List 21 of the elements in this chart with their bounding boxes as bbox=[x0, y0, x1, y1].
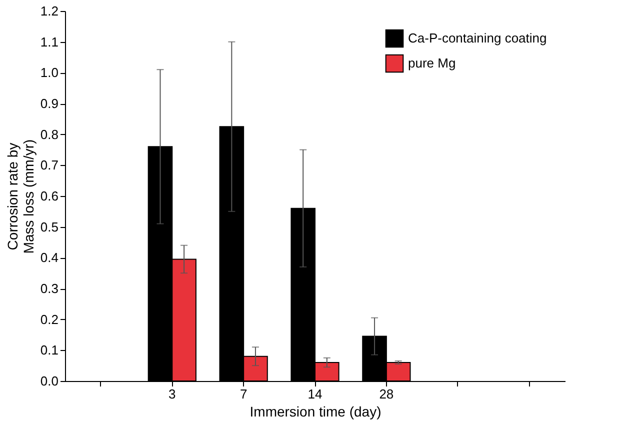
x-tick-label: 3 bbox=[168, 386, 176, 402]
y-tick-label: 1.2 bbox=[40, 4, 58, 18]
y-tick-label: 0.9 bbox=[40, 96, 58, 111]
legend-label: Ca-P-containing coating bbox=[408, 30, 547, 46]
y-tick-label: 1.0 bbox=[40, 65, 58, 80]
y-tick-label: 0.2 bbox=[40, 312, 58, 327]
y-tick-label: 0.7 bbox=[40, 158, 58, 173]
x-tick-label: 14 bbox=[308, 386, 322, 402]
y-tick-label: 0.5 bbox=[40, 219, 58, 234]
y-tick-label: 0.0 bbox=[40, 374, 58, 388]
y-tick-label: 0.6 bbox=[40, 188, 58, 204]
y-tick-label: 0.8 bbox=[40, 126, 58, 142]
x-axis-title: Immersion time (day) bbox=[250, 404, 382, 420]
x-tick-label: 7 bbox=[240, 386, 248, 402]
y-axis-title: Corrosion rate by Mass loss (mm/yr) bbox=[4, 139, 36, 254]
x-tick-label: 28 bbox=[379, 386, 394, 402]
y-tick-label: 0.3 bbox=[40, 281, 58, 296]
y-tick-label: 0.1 bbox=[40, 342, 58, 358]
legend-label: pure Mg bbox=[408, 56, 456, 70]
y-tick-label: 0.4 bbox=[40, 250, 58, 266]
y-tick-label: 1.1 bbox=[40, 34, 58, 50]
